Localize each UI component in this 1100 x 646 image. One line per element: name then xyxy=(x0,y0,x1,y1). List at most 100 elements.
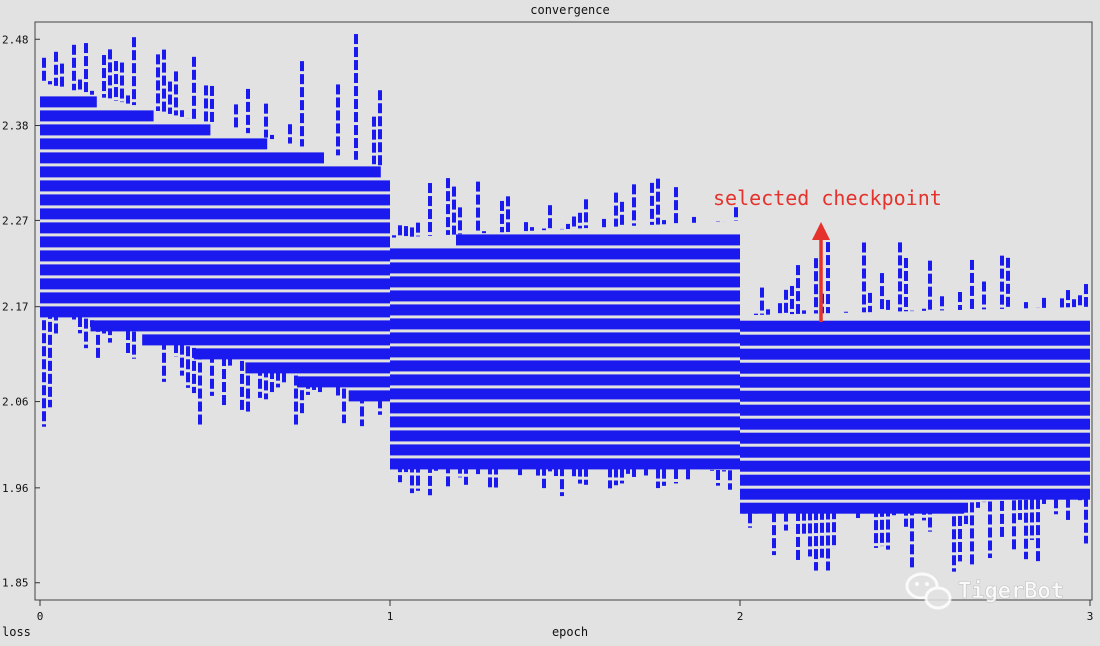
loss-band-bar xyxy=(740,377,1090,388)
loss-spike-down xyxy=(1030,512,1034,522)
loss-band-bar xyxy=(40,96,97,107)
loss-spike-down xyxy=(958,555,962,561)
loss-spike-down xyxy=(222,356,226,366)
loss-spike-up xyxy=(482,231,486,233)
loss-band-bar xyxy=(40,264,390,275)
loss-spike-up xyxy=(446,191,450,201)
loss-band-bar xyxy=(740,363,1090,374)
loss-spike-up xyxy=(204,85,208,95)
loss-spike-up xyxy=(102,68,106,78)
loss-spike-down xyxy=(198,402,202,412)
loss-spike-down xyxy=(796,511,800,521)
loss-spike-up xyxy=(898,307,902,311)
loss-spike-down xyxy=(1036,512,1040,522)
loss-band-bar xyxy=(91,320,390,331)
loss-spike-up xyxy=(416,223,420,233)
loss-band-bar xyxy=(740,335,1090,346)
loss-spike-down xyxy=(928,517,932,527)
loss-spike-up xyxy=(300,61,304,71)
loss-band-bar xyxy=(740,349,1090,360)
loss-spike-up xyxy=(886,300,890,310)
loss-spike-down xyxy=(778,512,782,514)
loss-spike-down xyxy=(410,488,414,493)
loss-spike-up xyxy=(54,78,58,86)
loss-spike-down xyxy=(548,466,552,472)
loss-band-bar xyxy=(390,346,740,357)
loss-spike-down xyxy=(566,466,570,469)
loss-spike-down xyxy=(192,348,196,358)
loss-band-bar xyxy=(390,374,740,385)
loss-spike-down xyxy=(554,466,558,476)
loss-spike-down xyxy=(210,353,214,363)
loss-spike-up xyxy=(928,287,932,297)
loss-spike-down xyxy=(132,358,136,359)
loss-spike-down xyxy=(584,480,588,485)
loss-spike-up xyxy=(108,75,112,85)
loss-spike-down xyxy=(874,507,878,517)
loss-spike-down xyxy=(1012,500,1016,510)
loss-spike-down xyxy=(48,361,52,371)
loss-spike-up xyxy=(506,209,510,219)
loss-spike-down xyxy=(132,332,136,342)
loss-spike-up xyxy=(354,86,358,96)
loss-spike-down xyxy=(90,320,94,327)
loss-spike-down xyxy=(210,392,214,396)
loss-spike-down xyxy=(132,345,136,355)
loss-spike-down xyxy=(910,557,914,567)
loss-spike-up xyxy=(192,109,196,119)
loss-spike-down xyxy=(796,537,800,547)
loss-spike-down xyxy=(162,366,166,376)
loss-spike-up xyxy=(372,156,376,165)
loss-spike-down xyxy=(258,366,262,376)
loss-spike-up xyxy=(246,128,250,133)
loss-spike-up xyxy=(602,219,606,227)
loss-spike-up xyxy=(904,310,908,311)
loss-spike-down xyxy=(306,379,310,389)
loss-spike-up xyxy=(880,286,884,296)
loss-spike-up xyxy=(826,255,830,265)
loss-spike-up xyxy=(970,286,974,296)
loss-spike-down xyxy=(910,518,914,528)
loss-spike-up xyxy=(1078,295,1082,305)
loss-spike-down xyxy=(186,385,190,388)
loss-spike-up xyxy=(880,299,884,309)
loss-spike-down xyxy=(476,464,480,474)
loss-spike-down xyxy=(1054,498,1058,508)
loss-spike-down xyxy=(716,470,720,480)
loss-spike-down xyxy=(42,372,46,382)
loss-spike-up xyxy=(428,183,432,193)
loss-spike-up xyxy=(264,117,268,127)
loss-spike-down xyxy=(886,533,890,543)
loss-spike-down xyxy=(814,536,818,546)
loss-spike-up xyxy=(168,108,172,114)
loss-spike-up xyxy=(114,87,118,97)
loss-spike-up xyxy=(372,117,376,127)
loss-spike-down xyxy=(488,477,492,487)
loss-spike-down xyxy=(108,325,112,335)
x-tick-label: 2 xyxy=(737,610,744,623)
loss-spike-down xyxy=(404,462,408,472)
loss-spike-up xyxy=(246,115,250,125)
loss-spike-up xyxy=(398,225,402,235)
loss-spike-up xyxy=(452,187,456,197)
loss-spike-down xyxy=(354,392,358,396)
loss-spike-down xyxy=(174,343,178,353)
loss-spike-up xyxy=(378,116,382,126)
loss-spike-down xyxy=(1084,536,1088,544)
loss-spike-up xyxy=(204,98,208,108)
loss-spike-down xyxy=(1036,525,1040,535)
loss-spike-down xyxy=(928,504,932,514)
loss-spike-up xyxy=(1000,269,1004,279)
loss-spike-down xyxy=(506,465,510,468)
loss-spike-down xyxy=(48,309,52,319)
loss-spike-down xyxy=(772,525,776,535)
loss-spike-down xyxy=(656,482,660,489)
loss-spike-up xyxy=(650,209,654,219)
loss-spike-down xyxy=(662,469,666,479)
loss-spike-down xyxy=(282,372,286,382)
loss-spike-up xyxy=(1000,282,1004,292)
loss-spike-up xyxy=(898,281,902,291)
y-tick-label: 1.85 xyxy=(2,577,29,590)
loss-spike-down xyxy=(826,535,830,545)
loss-band-bar xyxy=(390,416,740,427)
